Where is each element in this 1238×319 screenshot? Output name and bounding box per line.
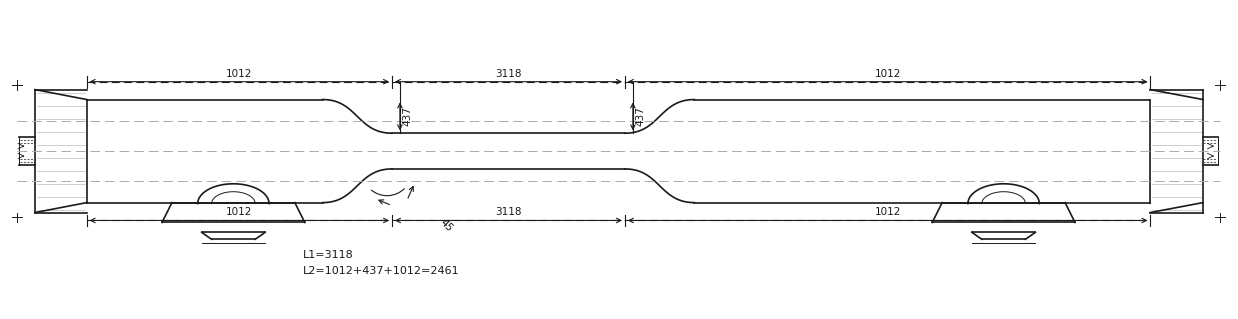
Text: 1012: 1012 xyxy=(874,207,901,218)
Text: 1012: 1012 xyxy=(227,207,253,218)
Text: L2=1012+437+1012=2461: L2=1012+437+1012=2461 xyxy=(303,266,459,276)
Text: 1012: 1012 xyxy=(227,69,253,79)
Text: 3118: 3118 xyxy=(495,69,521,79)
Text: L1=3118: L1=3118 xyxy=(303,250,354,260)
Text: 437: 437 xyxy=(402,107,413,126)
Text: 45: 45 xyxy=(438,217,454,234)
Text: 3118: 3118 xyxy=(495,207,521,218)
Text: 1012: 1012 xyxy=(874,69,901,79)
Text: 437: 437 xyxy=(636,107,646,126)
